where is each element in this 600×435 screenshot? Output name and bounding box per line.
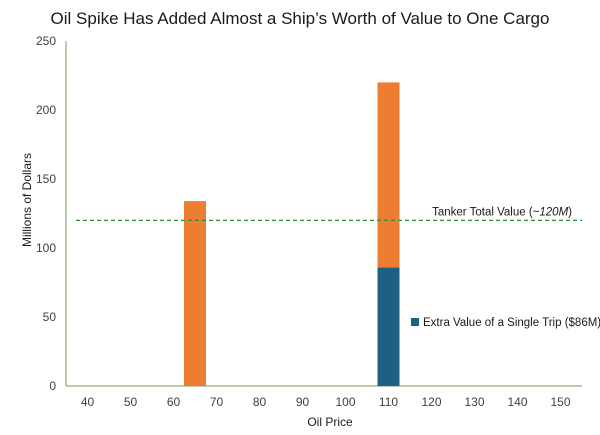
bar-segment <box>377 82 400 268</box>
reference-line-label: Tanker Total Value (~120M) <box>432 206 572 218</box>
y-tick-label: 0 <box>49 379 56 393</box>
y-axis-label: Millions of Dollars <box>20 153 34 247</box>
x-tick-label: 130 <box>464 395 484 409</box>
x-tick-label: 150 <box>550 395 570 409</box>
x-tick-label: 90 <box>296 395 310 409</box>
y-tick-label: 100 <box>36 241 56 255</box>
x-tick-label: 50 <box>124 395 138 409</box>
x-tick-label: 60 <box>167 395 181 409</box>
bars <box>184 82 400 386</box>
x-tick-label: 120 <box>421 395 441 409</box>
x-axis-label: Oil Price <box>307 415 353 429</box>
x-tick-label: 100 <box>335 395 355 409</box>
y-tick-label: 150 <box>36 172 56 186</box>
y-tick-label: 200 <box>36 103 56 117</box>
bar-segment <box>184 201 206 386</box>
chart-title: Oil Spike Has Added Almost a Ship’s Wort… <box>51 9 550 28</box>
y-axis-ticks: 0 50 100 150 200 250 <box>36 34 56 393</box>
x-axis-ticks: 40 50 60 70 80 90 100 110 120 130 140 150 <box>81 395 571 409</box>
legend-label: Extra Value of a Single Trip ($86M) <box>423 317 600 329</box>
x-tick-label: 140 <box>507 395 527 409</box>
legend-swatch <box>411 318 419 326</box>
x-tick-label: 110 <box>379 395 398 409</box>
x-tick-label: 80 <box>253 395 267 409</box>
y-tick-label: 50 <box>43 310 57 324</box>
x-tick-label: 40 <box>81 395 95 409</box>
y-tick-label: 250 <box>36 34 56 48</box>
x-tick-label: 70 <box>210 395 224 409</box>
bar-segment <box>377 267 400 386</box>
